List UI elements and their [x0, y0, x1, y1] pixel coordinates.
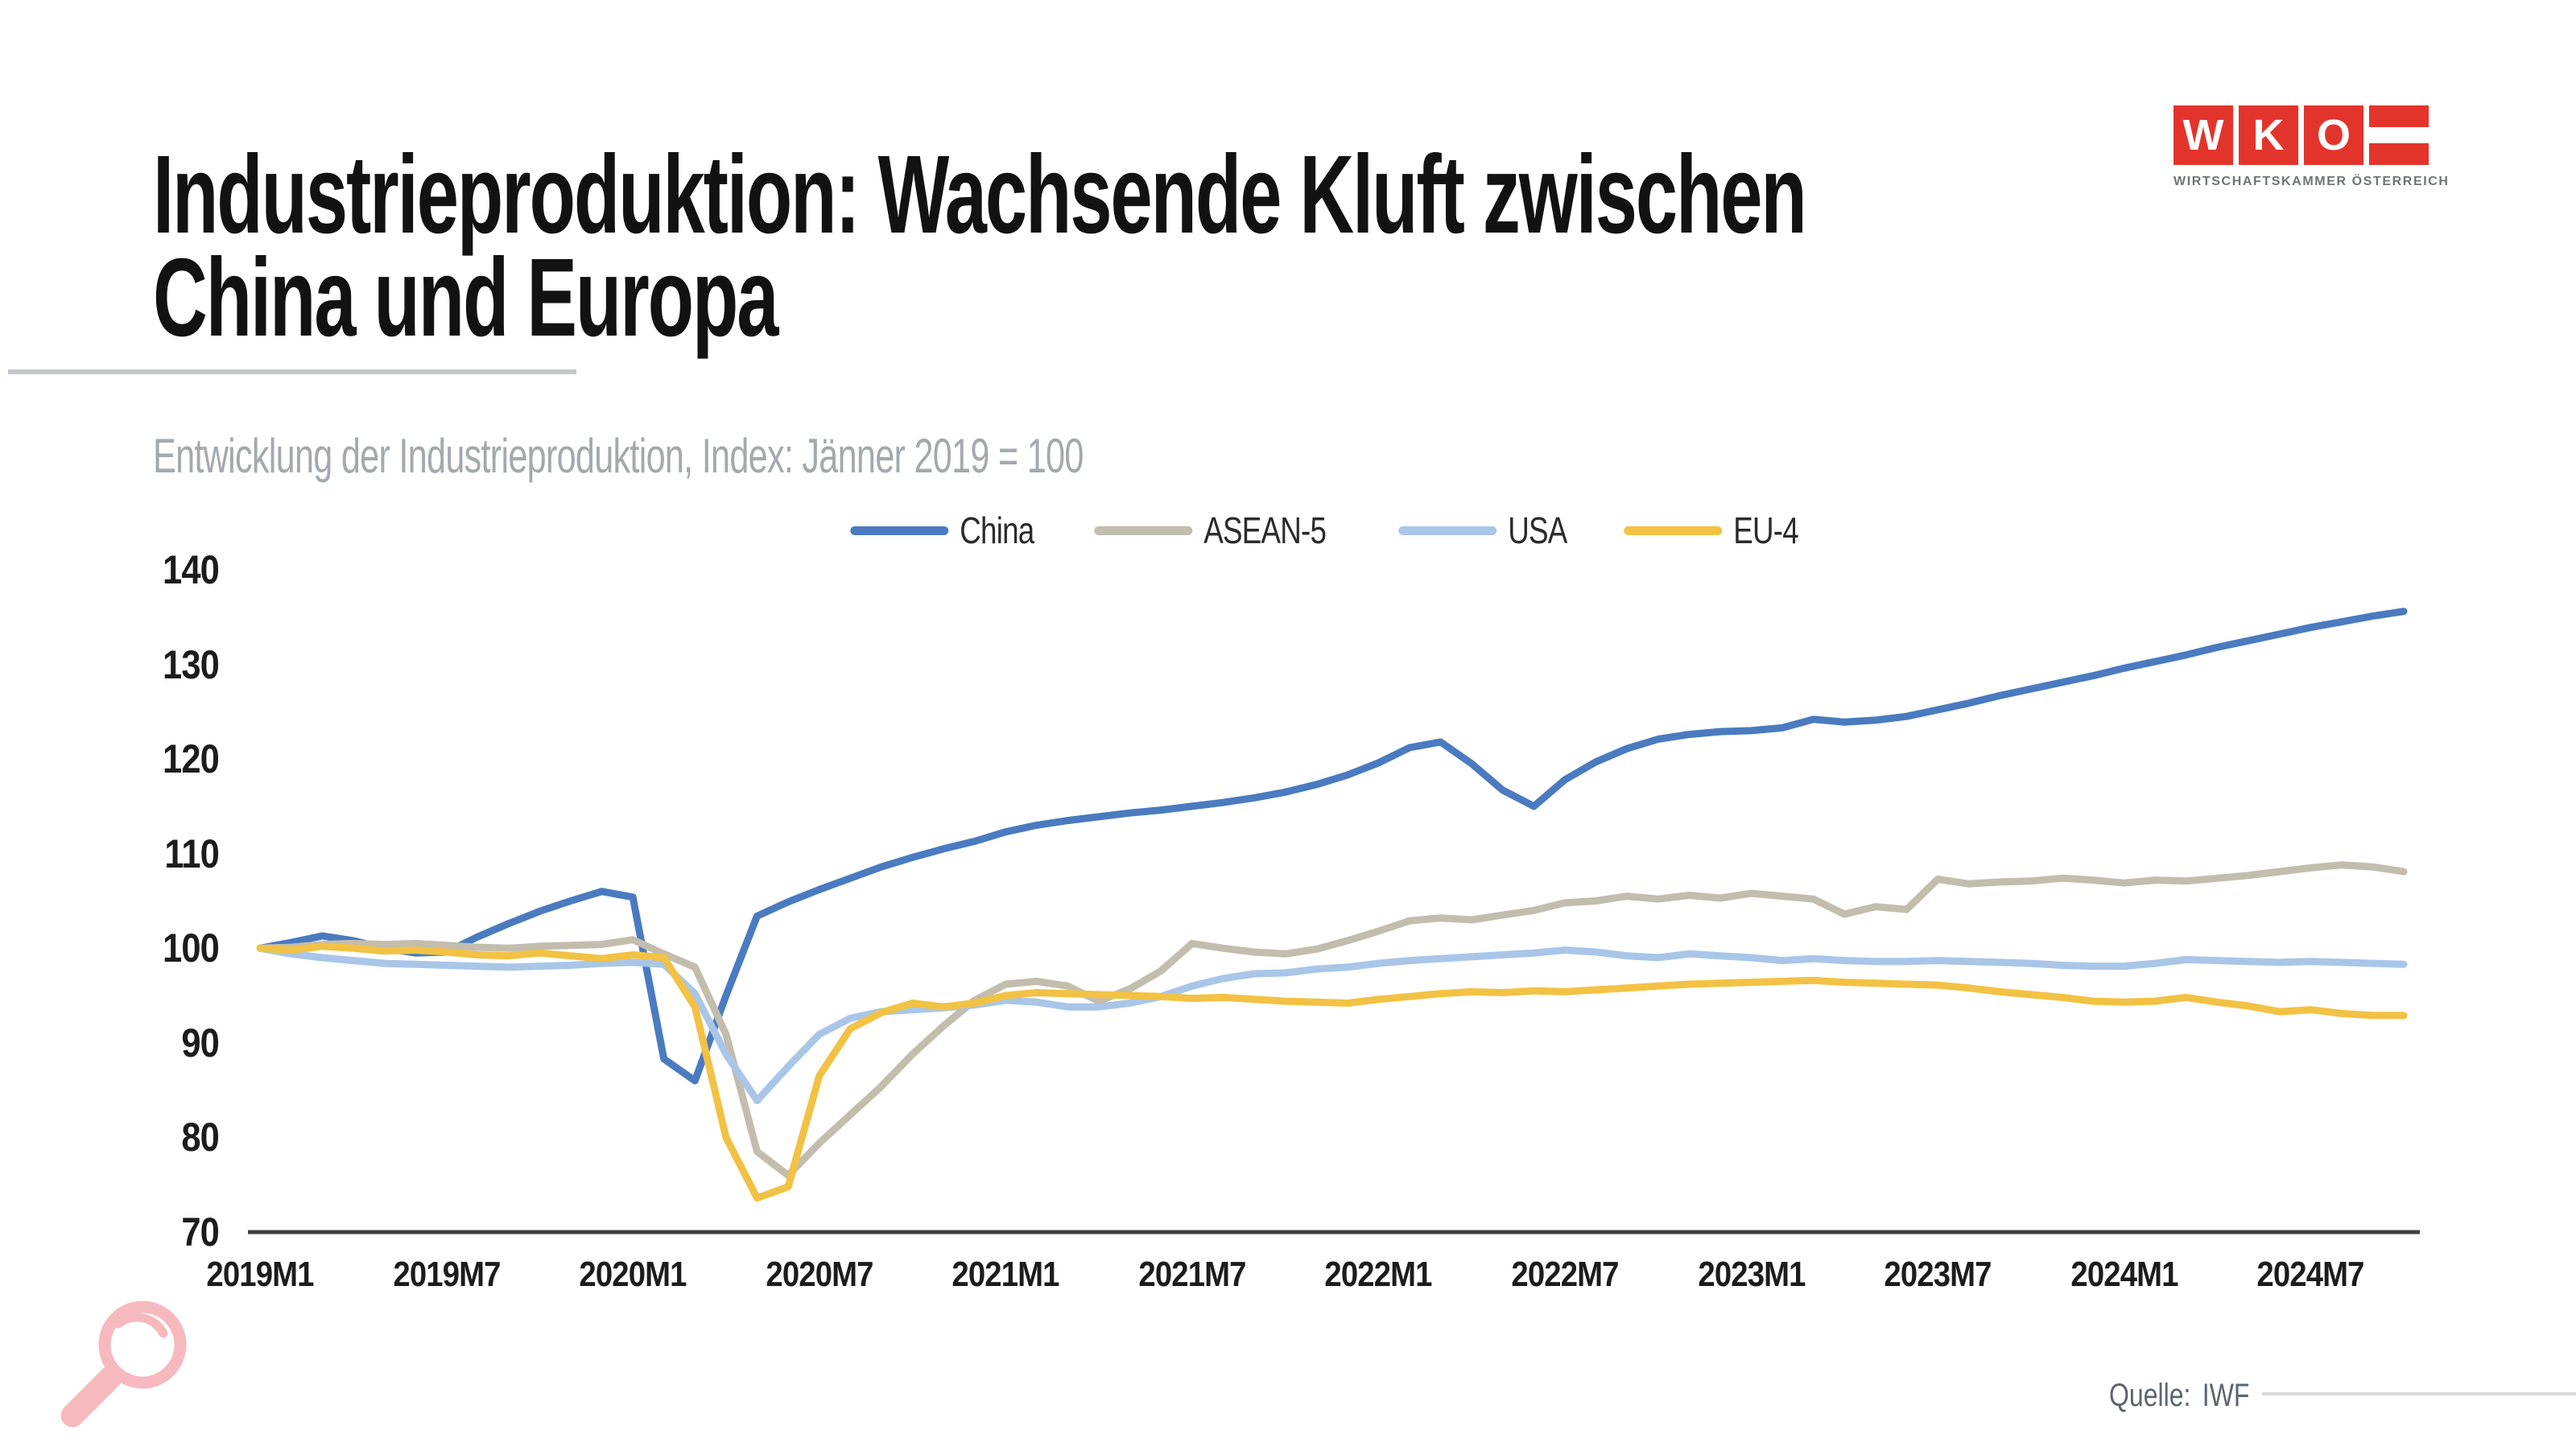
- x-tick-2020M1: 2020M1: [579, 1255, 687, 1294]
- legend-marker-usa: [1398, 526, 1497, 535]
- source-value: IWF: [2202, 1378, 2250, 1413]
- legend-marker-eu-4: [1623, 526, 1722, 535]
- legend-item-china: China: [850, 509, 1052, 552]
- y-tick-120: 120: [163, 736, 220, 782]
- source-label: Quelle:: [2109, 1378, 2191, 1413]
- y-tick-140: 140: [163, 547, 220, 592]
- y-tick-90: 90: [181, 1020, 220, 1065]
- source-note: Quelle: IWF: [2109, 1378, 2249, 1414]
- x-tick-2020M7: 2020M7: [766, 1255, 873, 1294]
- x-tick-2022M7: 2022M7: [1511, 1255, 1619, 1294]
- legend-label-eu-4: EU-4: [1732, 509, 1798, 551]
- x-tick-2023M7: 2023M7: [1884, 1255, 1992, 1294]
- series-line-china: [256, 608, 2408, 1085]
- x-tick-2021M1: 2021M1: [952, 1255, 1060, 1294]
- wko-logo: W K O WIRTSCHAFTSKAMMER ÖSTERREICH: [2174, 105, 2450, 189]
- series-line-eu-4: [256, 942, 2408, 1202]
- series-line-usa: [256, 944, 2408, 1105]
- x-tick-2019M1: 2019M1: [206, 1255, 314, 1294]
- x-tick-2021M7: 2021M7: [1138, 1255, 1246, 1294]
- source-divider: [2262, 1392, 2576, 1395]
- legend-label-china: China: [960, 509, 1034, 551]
- y-tick-80: 80: [181, 1115, 220, 1160]
- page-title: Industrieproduktion: Wachsende Kluft zwi…: [153, 133, 1807, 360]
- y-tick-70: 70: [181, 1210, 220, 1255]
- x-tick-2024M1: 2024M1: [2070, 1255, 2178, 1294]
- wko-logo-squares: W K O: [2174, 105, 2431, 165]
- wko-logo-letter-k: K: [2239, 105, 2298, 165]
- wko-logo-caption: WIRTSCHAFTSKAMMER ÖSTERREICH: [2174, 175, 2450, 188]
- legend-item-asean-5: ASEAN-5: [1094, 509, 1356, 552]
- wko-logo-letter-o: O: [2304, 105, 2363, 165]
- legend-item-eu-4: EU-4: [1623, 509, 1814, 552]
- y-tick-100: 100: [163, 925, 220, 971]
- legend-label-usa: USA: [1508, 509, 1567, 551]
- legend-marker-asean-5: [1094, 526, 1193, 535]
- wko-logo-letter-w: W: [2174, 105, 2233, 165]
- chart-subtitle: Entwicklung der Industrieproduktion, Ind…: [153, 429, 1084, 483]
- y-tick-130: 130: [163, 641, 220, 687]
- x-tick-2019M7: 2019M7: [392, 1255, 501, 1294]
- legend-item-usa: USA: [1398, 509, 1582, 552]
- austria-flag-icon: [2369, 105, 2429, 165]
- series-line-asean-5: [256, 861, 2408, 1179]
- x-tick-2024M7: 2024M7: [2256, 1255, 2365, 1294]
- page-title-line2: China und Europa: [153, 236, 778, 360]
- x-tick-2023M1: 2023M1: [1697, 1255, 1806, 1294]
- legend-marker-china: [850, 526, 949, 535]
- page-title-line1: Industrieproduktion: Wachsende Kluft zwi…: [153, 133, 1807, 257]
- title-divider: [8, 369, 576, 374]
- chart-legend: China ASEAN-5 USA EU-4: [850, 509, 1814, 552]
- legend-label-asean-5: ASEAN-5: [1203, 509, 1327, 551]
- x-tick-2022M1: 2022M1: [1324, 1255, 1433, 1294]
- magnifier-icon: [60, 1300, 187, 1428]
- y-tick-110: 110: [164, 831, 219, 876]
